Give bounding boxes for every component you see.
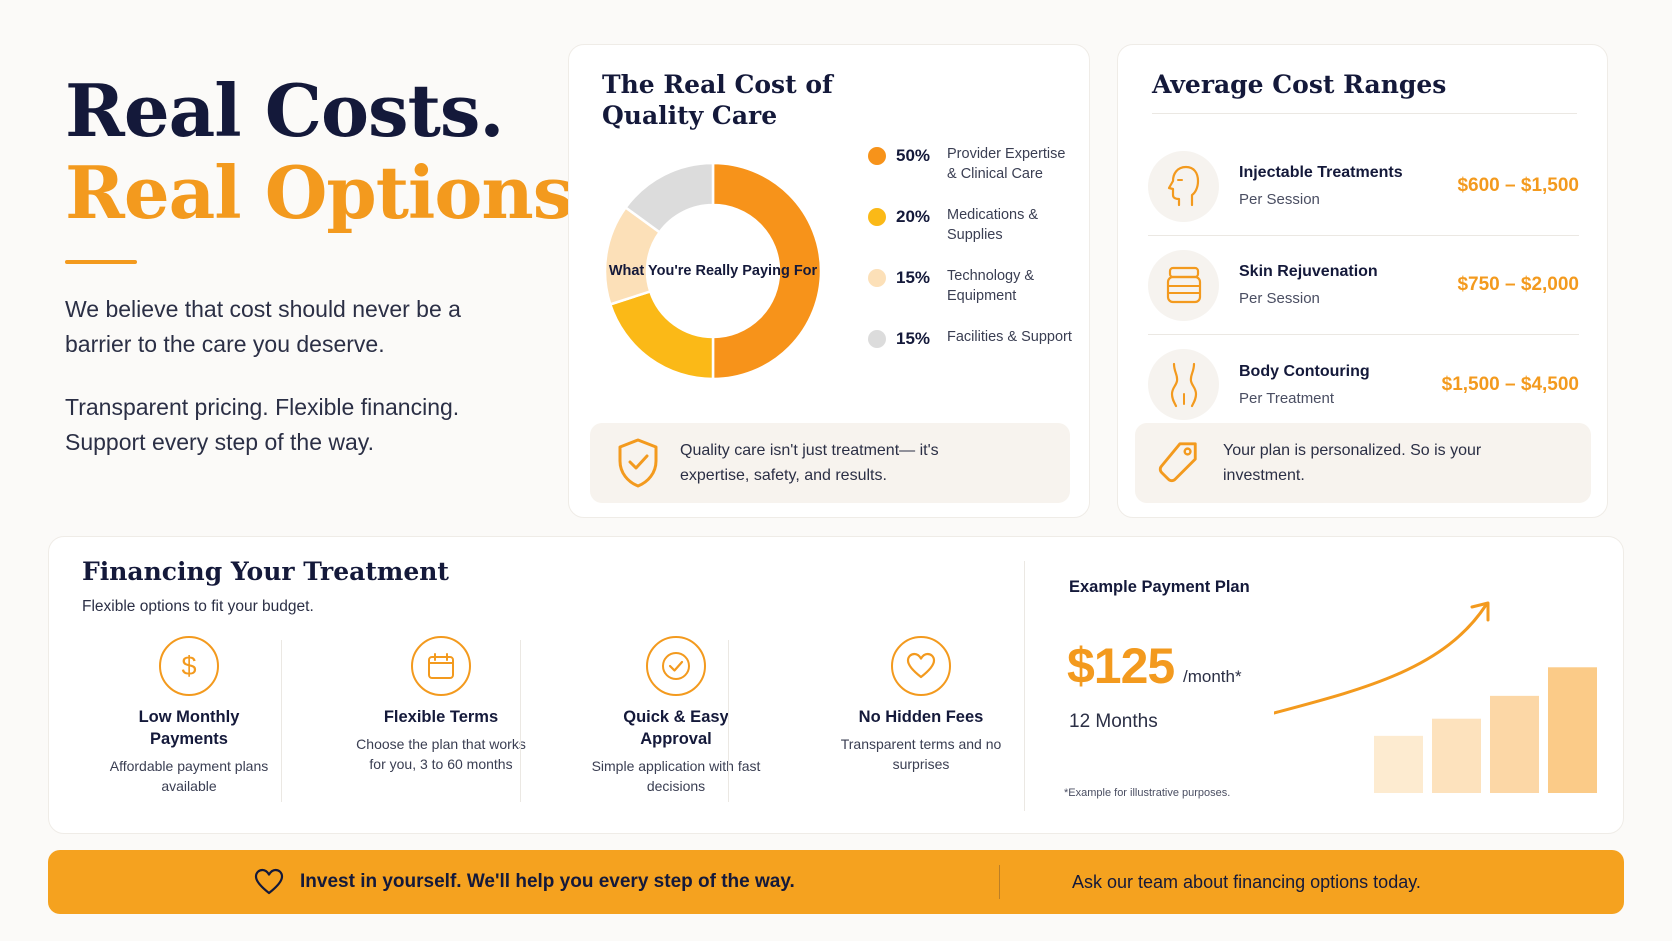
feature-title: Flexible Terms: [383, 708, 499, 726]
plan-months: 12 Months: [1069, 711, 1158, 732]
plan-divider: [1024, 561, 1025, 811]
face-profile-icon: [1148, 150, 1219, 222]
legend-percent: 50%: [896, 146, 931, 165]
feature-low-monthly-payments: $ Low Monthly Payments Affordable paymen…: [79, 636, 299, 796]
financing-features: $ Low Monthly Payments Affordable paymen…: [49, 636, 1049, 806]
plan-bar-2: [1432, 718, 1481, 793]
range-row: Injectable Treatments Per Session $600 –…: [1148, 137, 1579, 236]
hero-divider: [65, 260, 137, 264]
plan-unit: /month*: [1183, 667, 1242, 686]
cost-card-title: The Real Cost of Quality Care: [602, 70, 833, 130]
feature-divider: [520, 640, 521, 802]
plan-bar-3: [1490, 695, 1539, 793]
hero-title-line1: Real Costs.: [65, 68, 504, 153]
legend-swatch: [868, 330, 886, 348]
calendar-icon: [411, 636, 471, 696]
range-unit: Per Session: [1239, 290, 1320, 307]
range-name: Skin Rejuvenation: [1239, 263, 1378, 280]
real-cost-card: The Real Cost of Quality Care What You'r…: [568, 44, 1090, 518]
feature-no-hidden-fees: No Hidden Fees Transparent terms and no …: [811, 636, 1031, 774]
dollar-icon: $: [159, 636, 219, 696]
range-name: Body Contouring: [1239, 362, 1370, 380]
banner-tagline: Invest in yourself. We'll help you every…: [300, 871, 795, 892]
cost-ranges-card: Average Cost Ranges Injectable Treatment…: [1117, 44, 1608, 518]
legend-swatch: [868, 147, 886, 165]
range-row: Skin Rejuvenation Per Session $750 – $2,…: [1148, 236, 1579, 335]
plan-amount: $125: [1067, 638, 1175, 694]
range-name: Injectable Treatments: [1239, 164, 1403, 181]
financing-card: Financing Your Treatment Flexible option…: [48, 536, 1624, 834]
feature-quick-approval: Quick & Easy Approval Simple application…: [566, 636, 786, 796]
ranges-list: Injectable Treatments Per Session $600 –…: [1148, 137, 1579, 434]
plan-bar-4: [1548, 667, 1597, 793]
hero-paragraph-1: We believe that cost should never be a b…: [65, 296, 461, 357]
range-price: $600 – $1,500: [1457, 175, 1579, 196]
cost-legend: 50% Provider Expertise & Clinical Care 2…: [868, 144, 1078, 388]
feature-flexible-terms: Flexible Terms Choose the plan that work…: [331, 636, 551, 774]
legend-percent: 20%: [896, 207, 931, 226]
quality-note: Quality care isn't just treatment— it's …: [590, 423, 1070, 503]
jar-icon: [1148, 249, 1219, 321]
feature-title: Low Monthly Payments: [138, 708, 240, 748]
hero-title-line2: Real Options.: [65, 150, 597, 235]
donut-svg: [603, 161, 823, 381]
plan-bar-1: [1374, 735, 1423, 793]
banner-cta-text: Ask our team about financing options tod…: [1072, 871, 1421, 892]
personalized-note-text: Your plan is personalized. So is your in…: [1223, 442, 1482, 484]
quality-note-text: Quality care isn't just treatment— it's …: [680, 442, 939, 484]
heart-icon: [252, 865, 286, 899]
plan-growth-chart: [1274, 601, 1597, 793]
financing-title: Financing Your Treatment: [82, 557, 449, 586]
donut-slice-4: [623, 161, 715, 234]
feature-desc: Simple application with fast decisions: [591, 758, 761, 794]
feature-desc: Choose the plan that works for you, 3 to…: [356, 736, 526, 772]
range-price: $750 – $2,000: [1457, 274, 1579, 295]
range-unit: Per Treatment: [1239, 389, 1335, 407]
heart-icon: [891, 636, 951, 696]
growth-arrow-head: [1470, 601, 1490, 622]
cost-donut-chart: What You're Really Paying For: [595, 153, 831, 389]
legend-label: Technology & Equipment: [947, 268, 1035, 304]
feature-desc: Transparent terms and no surprises: [840, 736, 1002, 772]
legend-label: Medications & Supplies: [947, 207, 1039, 243]
personalized-note: Your plan is personalized. So is your in…: [1135, 423, 1591, 503]
financing-subtitle: Flexible options to fit your budget.: [82, 598, 314, 615]
legend-item: 15% Facilities & Support: [868, 327, 1078, 388]
hero-paragraph-2: Transparent pricing. Flexible financing.…: [65, 394, 460, 455]
growth-arrow-line: [1274, 603, 1488, 715]
shield-check-icon: [614, 435, 662, 491]
donut-slice-1: [711, 161, 823, 381]
legend-label: Provider Expertise & Clinical Care: [947, 146, 1066, 182]
cta-banner: Invest in yourself. We'll help you every…: [48, 850, 1624, 914]
plan-footnote: *Example for illustrative purposes.: [1064, 787, 1231, 799]
feature-divider: [281, 640, 282, 802]
ranges-title-divider: [1152, 113, 1577, 114]
legend-label: Facilities & Support: [947, 329, 1072, 345]
plan-title: Example Payment Plan: [1069, 578, 1250, 596]
feature-divider: [728, 640, 729, 802]
range-unit: Per Session: [1239, 191, 1320, 208]
legend-item: 15% Technology & Equipment: [868, 266, 1078, 327]
legend-item: 50% Provider Expertise & Clinical Care: [868, 144, 1078, 205]
legend-swatch: [868, 269, 886, 287]
legend-item: 20% Medications & Supplies: [868, 205, 1078, 266]
legend-percent: 15%: [896, 268, 931, 287]
ranges-card-title: Average Cost Ranges: [1152, 70, 1447, 99]
range-price: $1,500 – $4,500: [1441, 373, 1579, 395]
body-silhouette-icon: [1148, 349, 1219, 420]
check-circle-icon: [646, 636, 706, 696]
feature-title: Quick & Easy Approval: [623, 708, 729, 748]
legend-swatch: [868, 208, 886, 226]
range-row: Body Contouring Per Treatment $1,500 – $…: [1148, 335, 1579, 434]
feature-desc: Affordable payment plans available: [109, 758, 269, 794]
feature-title: No Hidden Fees: [858, 708, 984, 726]
legend-percent: 15%: [896, 329, 931, 348]
hero-section: Real Costs. Real Options. We believe tha…: [65, 68, 597, 460]
price-tag-icon: [1155, 435, 1201, 491]
banner-divider: [999, 865, 1000, 899]
donut-center-label: What You're Really Paying For: [608, 262, 818, 279]
